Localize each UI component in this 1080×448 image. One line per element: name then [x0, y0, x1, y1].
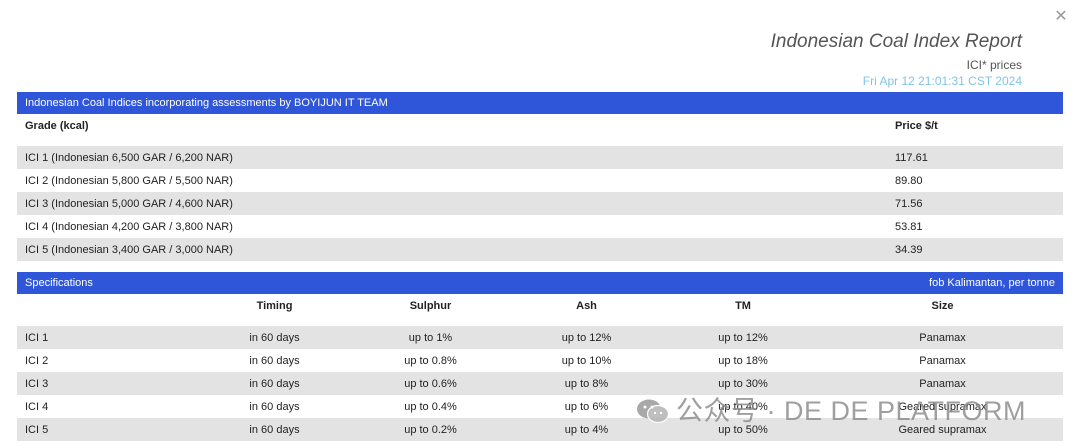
- sulphur-cell: up to 1%: [352, 326, 510, 349]
- price-table-header: Grade (kcal) Price $/t: [17, 114, 1063, 138]
- report-header: Indonesian Coal Index Report ICI* prices…: [771, 30, 1022, 88]
- table-row: ICI 3 (Indonesian 5,000 GAR / 4,600 NAR)…: [17, 192, 1063, 215]
- price-column-header: Price $/t: [886, 114, 1063, 138]
- table-row: ICI 5 (Indonesian 3,400 GAR / 3,000 NAR)…: [17, 238, 1063, 261]
- index-cell: ICI 1: [17, 326, 197, 349]
- table-row: ICI 1 in 60 days up to 1% up to 12% up t…: [17, 326, 1063, 349]
- table-row: ICI 2 (Indonesian 5,800 GAR / 5,500 NAR)…: [17, 169, 1063, 192]
- table-row: ICI 4 (Indonesian 4,200 GAR / 3,800 NAR)…: [17, 215, 1063, 238]
- grade-column-header: Grade (kcal): [17, 114, 887, 138]
- ash-cell: up to 12%: [509, 326, 665, 349]
- table-row: ICI 3 in 60 days up to 0.6% up to 8% up …: [17, 372, 1063, 395]
- ash-cell: up to 6%: [509, 395, 665, 418]
- tm-cell: up to 50%: [664, 418, 823, 441]
- grade-cell: ICI 1 (Indonesian 6,500 GAR / 6,200 NAR): [17, 146, 887, 169]
- specs-table-header: Timing Sulphur Ash TM Size: [17, 294, 1063, 318]
- timing-column-header: Timing: [197, 294, 352, 318]
- size-cell: Geared supramax: [822, 395, 1063, 418]
- specs-banner-note: fob Kalimantan, per tonne: [509, 272, 1063, 294]
- price-banner-text: Indonesian Coal Indices incorporating as…: [17, 92, 1063, 114]
- size-column-header: Size: [822, 294, 1063, 318]
- tm-cell: up to 30%: [664, 372, 823, 395]
- size-cell: Panamax: [822, 372, 1063, 395]
- report-subtitle: ICI* prices: [966, 58, 1022, 72]
- sulphur-cell: up to 0.2%: [352, 418, 510, 441]
- label-column-header: [17, 294, 197, 318]
- index-cell: ICI 2: [17, 349, 197, 372]
- price-cell: 53.81: [886, 215, 1063, 238]
- tm-cell: up to 12%: [664, 326, 823, 349]
- price-table-banner: Indonesian Coal Indices incorporating as…: [17, 92, 1063, 114]
- report-date: Fri Apr 12 21:01:31 CST 2024: [862, 74, 1022, 88]
- report-title: Indonesian Coal Index Report: [770, 31, 1022, 52]
- table-row: ICI 2 in 60 days up to 0.8% up to 10% up…: [17, 349, 1063, 372]
- index-cell: ICI 3: [17, 372, 197, 395]
- ash-cell: up to 10%: [509, 349, 665, 372]
- timing-cell: in 60 days: [197, 349, 352, 372]
- tm-cell: up to 18%: [664, 349, 823, 372]
- specifications-table: Specifications fob Kalimantan, per tonne…: [17, 272, 1063, 441]
- price-cell: 34.39: [886, 238, 1063, 261]
- size-cell: Geared supramax: [822, 418, 1063, 441]
- table-row: ICI 1 (Indonesian 6,500 GAR / 6,200 NAR)…: [17, 146, 1063, 169]
- price-cell: 89.80: [886, 169, 1063, 192]
- spacer-cell: [17, 138, 1063, 146]
- timing-cell: in 60 days: [197, 418, 352, 441]
- specs-banner-text: Specifications: [17, 272, 510, 294]
- specs-table-banner: Specifications fob Kalimantan, per tonne: [17, 272, 1063, 294]
- index-cell: ICI 4: [17, 395, 197, 418]
- specs-table-spacer: [17, 318, 1063, 326]
- timing-cell: in 60 days: [197, 372, 352, 395]
- index-cell: ICI 5: [17, 418, 197, 441]
- tm-cell: up to 40%: [664, 395, 823, 418]
- table-row: ICI 5 in 60 days up to 0.2% up to 4% up …: [17, 418, 1063, 441]
- size-cell: Panamax: [822, 326, 1063, 349]
- sulphur-cell: up to 0.4%: [352, 395, 510, 418]
- ash-cell: up to 4%: [509, 418, 665, 441]
- grade-cell: ICI 3 (Indonesian 5,000 GAR / 4,600 NAR): [17, 192, 887, 215]
- ash-cell: up to 8%: [509, 372, 665, 395]
- close-icon[interactable]: ✕: [1054, 8, 1068, 25]
- sulphur-cell: up to 0.6%: [352, 372, 510, 395]
- price-table: Indonesian Coal Indices incorporating as…: [17, 92, 1063, 261]
- price-cell: 117.61: [886, 146, 1063, 169]
- price-cell: 71.56: [886, 192, 1063, 215]
- sulphur-column-header: Sulphur: [352, 294, 510, 318]
- sulphur-cell: up to 0.8%: [352, 349, 510, 372]
- timing-cell: in 60 days: [197, 326, 352, 349]
- grade-cell: ICI 5 (Indonesian 3,400 GAR / 3,000 NAR): [17, 238, 887, 261]
- timing-cell: in 60 days: [197, 395, 352, 418]
- grade-cell: ICI 2 (Indonesian 5,800 GAR / 5,500 NAR): [17, 169, 887, 192]
- ash-column-header: Ash: [509, 294, 665, 318]
- grade-cell: ICI 4 (Indonesian 4,200 GAR / 3,800 NAR): [17, 215, 887, 238]
- spacer-cell: [17, 318, 1063, 326]
- tm-column-header: TM: [664, 294, 823, 318]
- price-table-spacer: [17, 138, 1063, 146]
- size-cell: Panamax: [822, 349, 1063, 372]
- table-row: ICI 4 in 60 days up to 0.4% up to 6% up …: [17, 395, 1063, 418]
